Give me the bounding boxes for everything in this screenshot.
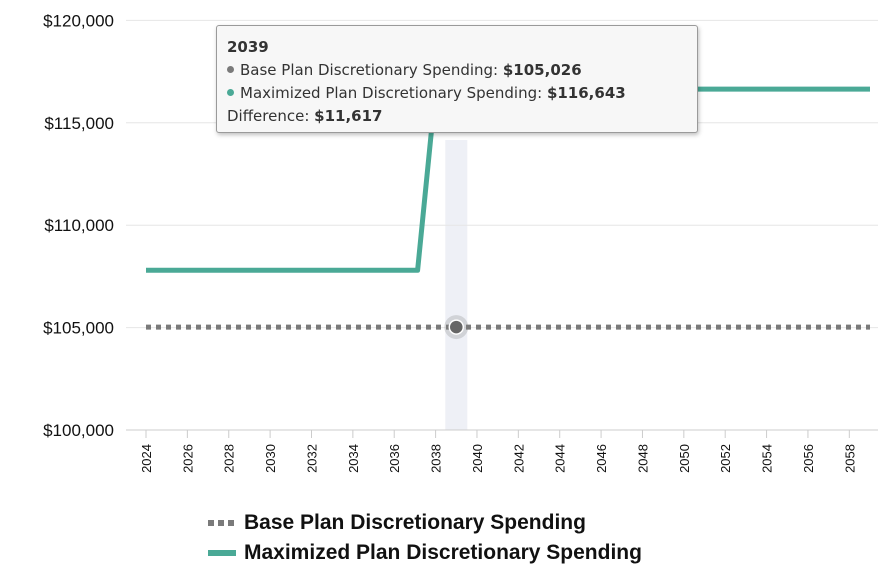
y-tick-label: $120,000	[43, 11, 114, 30]
x-tick-label: 2048	[635, 444, 650, 473]
tooltip-title: 2039	[227, 38, 269, 56]
x-tick-label: 2046	[594, 444, 609, 473]
tooltip-row-base: Base Plan Discretionary Spending: $105,0…	[227, 59, 687, 82]
x-tick-label: 2054	[760, 444, 775, 473]
tooltip-row-difference: Difference: $11,617	[227, 105, 687, 128]
hover-tooltip: 2039 Base Plan Discretionary Spending: $…	[216, 25, 698, 133]
tooltip-difference-label: Difference:	[227, 107, 315, 125]
x-tick-label: 2044	[553, 444, 568, 473]
y-tick-label: $115,000	[44, 114, 114, 133]
x-tick-label: 2034	[346, 444, 361, 473]
x-tick-label: 2040	[470, 444, 485, 473]
tooltip-maximized-label: Maximized Plan Discretionary Spending:	[240, 84, 547, 102]
tooltip-maximized-dot-icon	[227, 89, 234, 96]
x-tick-label: 2024	[139, 444, 154, 473]
tooltip-maximized-value: $116,643	[546, 84, 626, 102]
tooltip-row-maximized: Maximized Plan Discretionary Spending: $…	[227, 82, 687, 105]
tooltip-difference-value: $11,617	[314, 107, 383, 125]
x-tick-label: 2050	[677, 444, 692, 473]
tooltip-base-value: $105,026	[502, 61, 582, 79]
x-tick-label: 2056	[801, 444, 816, 473]
legend-item-maximized[interactable]: Maximized Plan Discretionary Spending	[208, 538, 642, 568]
x-tick-label: 2038	[429, 444, 444, 473]
y-tick-label: $105,000	[43, 319, 114, 338]
legend-maximized-swatch-icon	[208, 550, 236, 556]
x-tick-label: 2026	[180, 444, 195, 473]
x-tick-label: 2052	[718, 444, 733, 473]
tooltip-base-dot-icon	[227, 66, 234, 73]
legend-maximized-label: Maximized Plan Discretionary Spending	[244, 541, 642, 564]
x-tick-label: 2028	[222, 444, 237, 473]
legend-base-swatch-icon	[208, 520, 236, 526]
y-tick-label: $110,000	[44, 216, 114, 235]
legend-base-label: Base Plan Discretionary Spending	[244, 511, 586, 534]
hover-point-base[interactable]	[448, 319, 465, 335]
tooltip-base-label: Base Plan Discretionary Spending:	[240, 61, 503, 79]
legend-item-base[interactable]: Base Plan Discretionary Spending	[208, 508, 642, 538]
x-tick-label: 2042	[511, 444, 526, 473]
x-tick-label: 2036	[387, 444, 402, 473]
x-tick-label: 2058	[842, 444, 857, 473]
hover-band	[445, 140, 468, 430]
x-tick-label: 2030	[263, 444, 278, 473]
chart-legend: Base Plan Discretionary Spending Maximiz…	[208, 508, 642, 568]
y-tick-label: $100,000	[43, 421, 114, 440]
x-tick-label: 2032	[304, 444, 319, 473]
